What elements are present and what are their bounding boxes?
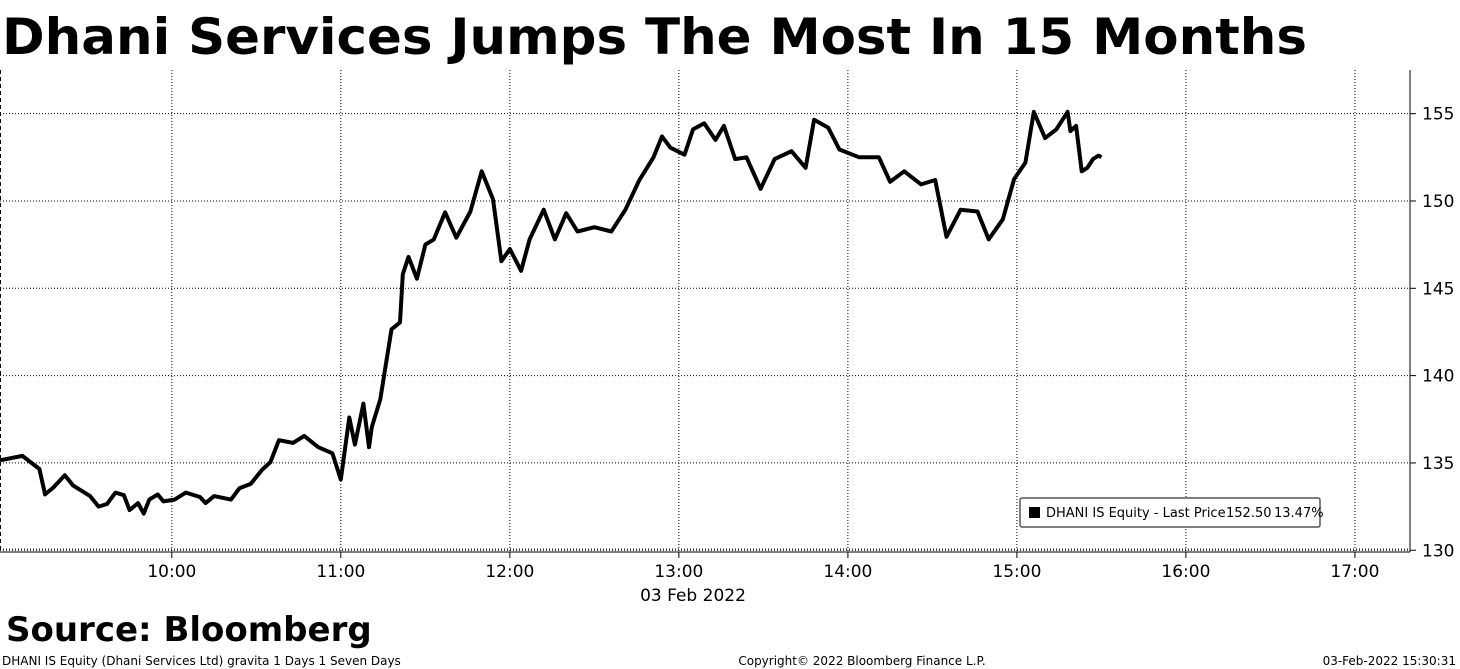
- y-tick-label: 135: [1422, 454, 1454, 474]
- x-tick-label: 11:00: [316, 562, 365, 582]
- y-tick-label: 140: [1422, 367, 1454, 387]
- footer-right: 03-Feb-2022 15:30:31: [1323, 654, 1456, 668]
- legend-swatch: [1029, 507, 1040, 518]
- x-axis-label: 03 Feb 2022: [640, 586, 746, 606]
- x-tick-label: 15:00: [992, 562, 1041, 582]
- footer-left: DHANI IS Equity (Dhani Services Ltd) gra…: [2, 654, 401, 668]
- legend: DHANI IS Equity - Last Price 152.50 13.47%: [1019, 497, 1324, 528]
- source: Source: Bloomberg: [6, 610, 372, 650]
- legend-box: [1019, 497, 1321, 528]
- y-tick-label: 150: [1422, 192, 1454, 212]
- y-tick-label: 145: [1422, 279, 1454, 299]
- legend-label: DHANI IS Equity - Last Price: [1046, 506, 1226, 521]
- x-tick-label: 10:00: [147, 562, 196, 582]
- footer-center: Copyright© 2022 Bloomberg Finance L.P.: [738, 654, 985, 668]
- x-tick-label: 12:00: [485, 562, 534, 582]
- x-tick-label: 16:00: [1161, 562, 1210, 582]
- legend-change: 13.47%: [1274, 506, 1324, 521]
- y-tick-label: 130: [1422, 541, 1454, 561]
- x-tick-label: 17:00: [1330, 562, 1379, 582]
- legend-last-price: 152.50: [1226, 506, 1272, 521]
- price-line: [0, 109, 1103, 516]
- y-tick-label: 155: [1422, 105, 1454, 125]
- x-tick-label: 13:00: [654, 562, 703, 582]
- chart-title: Dhani Services Jumps The Most In 15 Mont…: [2, 8, 1307, 66]
- x-tick-label: 14:00: [823, 562, 872, 582]
